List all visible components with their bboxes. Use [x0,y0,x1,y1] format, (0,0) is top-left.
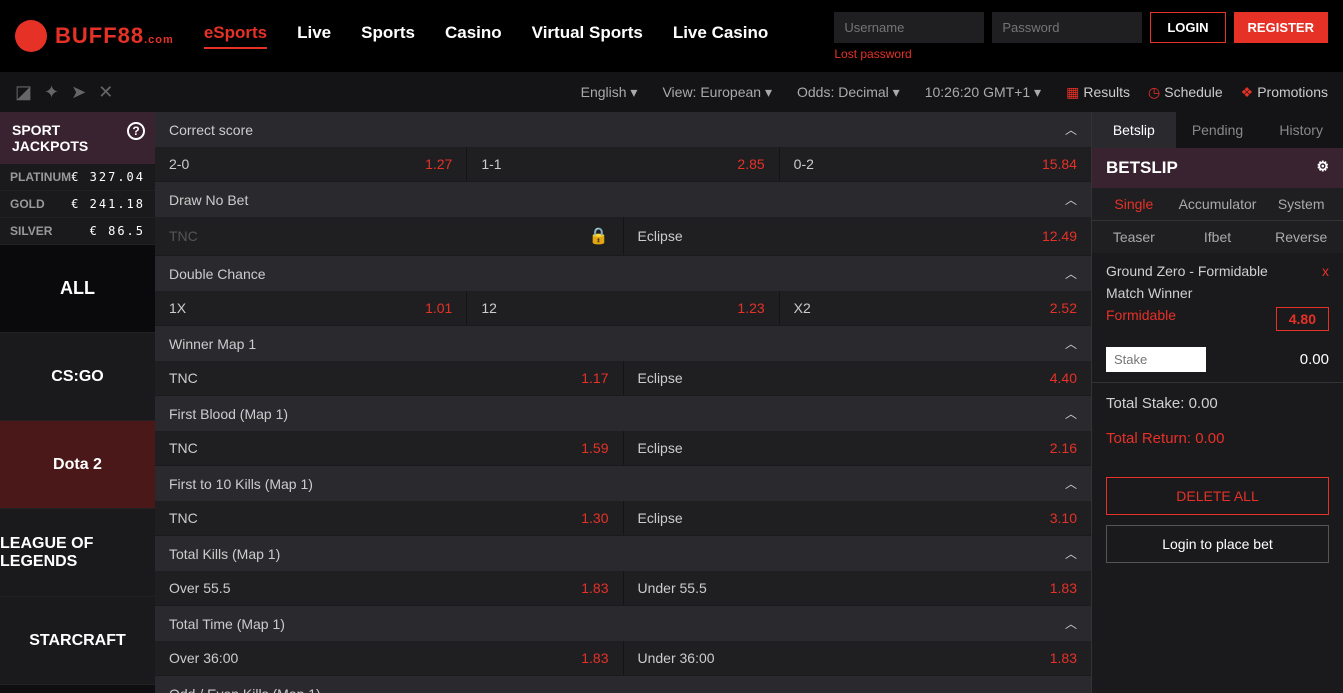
schedule-link[interactable]: ◷Schedule [1148,84,1223,101]
odds-cell[interactable]: Eclipse3.10 [624,501,1092,535]
nav-esports[interactable]: eSports [204,23,267,49]
market-header[interactable]: Correct score︿ [155,112,1091,147]
market-header[interactable]: Odd / Even Kills (Map 1)︿ [155,676,1091,693]
total-return: Total Return: 0.00 [1106,430,1329,447]
chevron-up-icon: ︿ [1065,475,1077,492]
bet-match: Ground Zero - Formidable [1106,263,1268,279]
odds-cell[interactable]: 1-12.85 [467,147,779,181]
lost-password-link[interactable]: Lost password [834,47,1328,61]
stake-value: 0.00 [1300,351,1329,368]
logo[interactable]: BUFF88.com [15,20,174,52]
chevron-up-icon: ︿ [1065,191,1077,208]
gear-icon[interactable]: ⚙ [1316,158,1329,178]
total-stake: Total Stake: 0.00 [1106,395,1329,412]
betslip-title: BETSLIP [1106,158,1178,178]
jackpot-silver: SILVER€ 86.5 [0,218,155,245]
odds-cell[interactable]: Under 55.51.83 [624,571,1092,605]
odds-cell[interactable]: TNC🔒 [155,217,624,255]
game-cs-go[interactable]: CS:GO [0,333,155,421]
view-selector[interactable]: View: European ▾ [662,84,772,101]
odds-cell[interactable]: Eclipse12.49 [624,217,1092,255]
odds-cell[interactable]: 121.23 [467,291,779,325]
odds-cell[interactable]: Under 36:001.83 [624,641,1092,675]
main-nav: eSports Live Sports Casino Virtual Sports Liv… [204,23,835,49]
markets-panel: Correct score︿2-01.271-12.850-215.84Draw… [155,112,1091,693]
results-link[interactable]: ▦Results [1066,84,1130,101]
chevron-up-icon: ︿ [1065,265,1077,282]
jackpot-gold: GOLD€ 241.18 [0,191,155,218]
chevron-up-icon: ︿ [1065,121,1077,138]
left-sidebar: SPORTJACKPOTS ? PLATINUM€ 327.04GOLD€ 24… [0,112,155,693]
promotions-link[interactable]: ❖Promotions [1241,84,1328,101]
bettype-single[interactable]: Single [1092,188,1176,220]
bettype-ifbet[interactable]: Ifbet [1176,221,1260,253]
sidebar-all[interactable]: ALL [0,245,155,333]
odds-cell[interactable]: X22.52 [780,291,1091,325]
market-header[interactable]: Winner Map 1︿ [155,326,1091,361]
jackpot-platinum: PLATINUM€ 327.04 [0,164,155,191]
clock-display[interactable]: 10:26:20 GMT+1 ▾ [925,84,1041,101]
odds-cell[interactable]: 1X1.01 [155,291,467,325]
login-to-bet-button[interactable]: Login to place bet [1106,525,1329,563]
help-icon[interactable]: ? [127,122,145,140]
odds-format-selector[interactable]: Odds: Decimal ▾ [797,84,900,101]
game-starcraft[interactable]: STARCRAFT [0,597,155,685]
bettype-system[interactable]: System [1259,188,1343,220]
bettype-accumulator[interactable]: Accumulator [1176,188,1260,220]
odds-cell[interactable]: Eclipse4.40 [624,361,1092,395]
odds-cell[interactable]: Eclipse2.16 [624,431,1092,465]
chevron-up-icon: ︿ [1065,685,1077,693]
market-header[interactable]: First Blood (Map 1)︿ [155,396,1091,431]
lock-icon: 🔒 [589,226,609,246]
market-header[interactable]: Total Kills (Map 1)︿ [155,536,1091,571]
remove-bet-button[interactable]: x [1322,263,1329,279]
market-header[interactable]: Total Time (Map 1)︿ [155,606,1091,641]
odds-cell[interactable]: TNC1.17 [155,361,624,395]
market-header[interactable]: Double Chance︿ [155,256,1091,291]
chevron-up-icon: ︿ [1065,615,1077,632]
bettype-teaser[interactable]: Teaser [1092,221,1176,253]
game-league-of-legends[interactable]: LEAGUE OF LEGENDS [0,509,155,597]
market-header[interactable]: Draw No Bet︿ [155,182,1091,217]
nav-virtual-sports[interactable]: Virtual Sports [532,23,643,49]
market-header[interactable]: First to 10 Kills (Map 1)︿ [155,466,1091,501]
bet-market: Match Winner [1106,285,1192,301]
nav-sports[interactable]: Sports [361,23,415,49]
odds-cell[interactable]: 2-01.27 [155,147,467,181]
language-selector[interactable]: English ▾ [581,84,638,101]
odds-cell[interactable]: Over 36:001.83 [155,641,624,675]
betslip-tab-pending[interactable]: Pending [1176,112,1260,148]
betslip-tab-betslip[interactable]: Betslip [1092,112,1176,148]
stake-input[interactable] [1106,347,1206,372]
login-button[interactable]: LOGIN [1150,12,1225,43]
vk-icon[interactable]: ✕ [98,82,113,103]
telegram-icon[interactable]: ➤ [71,82,86,103]
chevron-up-icon: ︿ [1065,335,1077,352]
bettype-reverse[interactable]: Reverse [1259,221,1343,253]
odds-cell[interactable]: TNC1.59 [155,431,624,465]
chevron-up-icon: ︿ [1065,545,1077,562]
username-input[interactable] [834,12,984,43]
nav-live[interactable]: Live [297,23,331,49]
register-button[interactable]: REGISTER [1234,12,1328,43]
password-input[interactable] [992,12,1142,43]
betslip-tab-history[interactable]: History [1259,112,1343,148]
twitter-icon[interactable]: ✦ [44,82,59,103]
facebook-icon[interactable]: ◪ [15,82,32,103]
odds-cell[interactable]: TNC1.30 [155,501,624,535]
delete-all-button[interactable]: DELETE ALL [1106,477,1329,515]
game-dota-2[interactable]: Dota 2 [0,421,155,509]
bet-odd: 4.80 [1276,307,1329,331]
jackpot-header: SPORTJACKPOTS ? [0,112,155,164]
bet-selection: Formidable [1106,307,1176,331]
logo-text: BUFF88.com [55,23,174,49]
nav-live-casino[interactable]: Live Casino [673,23,768,49]
nav-casino[interactable]: Casino [445,23,502,49]
betslip-panel: BetslipPendingHistory BETSLIP ⚙ SingleAc… [1091,112,1343,693]
odds-cell[interactable]: 0-215.84 [780,147,1091,181]
logo-icon [15,20,47,52]
odds-cell[interactable]: Over 55.51.83 [155,571,624,605]
chevron-up-icon: ︿ [1065,405,1077,422]
